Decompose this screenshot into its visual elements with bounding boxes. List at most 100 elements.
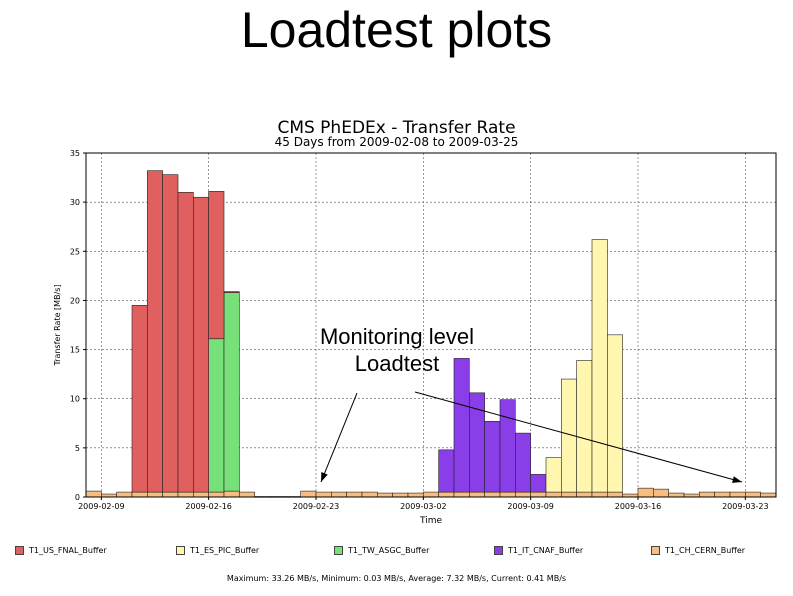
legend-item-t1-tw-asgc-buffer: T1_TW_ASGC_Buffer [334,546,429,555]
grid-lines [86,153,776,497]
annotation-line-1: Monitoring level [319,324,475,349]
bar-t1-us-fnal-buffer-day-6 [162,174,179,493]
bar-t1-us-fnal-buffer-day-7 [177,192,194,493]
legend-item-t1-us-fnal-buffer: T1_US_FNAL_Buffer [15,546,107,555]
y-tick-label: 25 [70,247,80,256]
annotation-arrows [320,391,743,483]
legend-label: T1_ES_PIC_Buffer [190,546,260,555]
bar-t1-ch-cern-buffer-day-43 [729,491,746,498]
x-axis-label: Time [419,516,442,526]
legend-swatch [651,546,660,555]
bar-t1-es-pic-buffer-day-35 [607,334,623,493]
chart-legend: T1_US_FNAL_Buffer T1_ES_PIC_Buffer T1_TW_A… [0,546,793,562]
bar-t1-ch-cern-buffer-day-30 [530,491,547,498]
x-tick-label: 2009-02-09 [78,502,125,511]
bar-t1-ch-cern-buffer-day-33 [576,491,593,498]
bar-t1-es-pic-buffer-day-34 [591,239,608,493]
legend-swatch [334,546,343,555]
plot-frame [85,152,777,498]
legend-swatch [15,546,24,555]
bar-t1-ch-cern-buffer-day-42 [714,491,731,498]
bar-t1-us-fnal-buffer-day-8 [193,196,209,493]
bar-t1-ch-cern-buffer-day-45 [760,492,777,498]
bar-t1-ch-cern-buffer-day-20 [377,492,393,498]
bar-t1-ch-cern-buffer-day-1 [85,490,102,498]
bar-t1-ch-cern-buffer-day-9 [208,491,225,498]
bar-t1-ch-cern-buffer-day-38 [653,488,669,498]
chart-stats: Maximum: 33.26 MB/s, Minimum: 0.03 MB/s,… [226,574,567,583]
bar-t1-ch-cern-buffer-day-27 [484,491,501,498]
bars [85,170,777,498]
bar-t1-us-fnal-buffer-day-9 [208,191,225,340]
bar-t1-ch-cern-buffer-day-26 [469,491,485,498]
legend-swatch [494,546,503,555]
bar-t1-ch-cern-buffer-day-7 [177,491,194,498]
bar-t1-it-cnaf-buffer-day-30 [530,474,547,493]
bar-t1-ch-cern-buffer-day-24 [438,491,455,498]
x-tick-label: 2009-02-23 [293,502,340,511]
bar-t1-ch-cern-buffer-day-25 [453,491,470,498]
x-tick-label: 2009-03-16 [615,502,662,511]
y-tick-label: 10 [70,395,80,404]
bar-t1-tw-asgc-buffer-day-9 [208,338,225,493]
arrow-left-head [321,472,328,482]
bar-t1-ch-cern-buffer-day-41 [699,491,715,498]
x-tick-label: 2009-03-02 [400,502,447,511]
x-tick-label: 2009-03-23 [722,502,769,511]
bar-t1-ch-cern-buffer-day-19 [361,491,378,498]
bar-t1-ch-cern-buffer-day-21 [392,492,409,498]
x-tick-label: 2009-03-09 [507,502,554,511]
bar-t1-it-cnaf-buffer-day-28 [499,399,516,493]
bar-t1-ch-cern-buffer-day-5 [147,491,163,498]
bar-t1-ch-cern-buffer-day-16 [315,491,332,498]
bar-t1-us-fnal-buffer-day-10 [223,291,240,293]
bar-t1-ch-cern-buffer-day-11 [239,491,255,498]
bar-t1-ch-cern-buffer-day-22 [407,492,424,498]
bar-t1-it-cnaf-buffer-day-25 [453,358,470,493]
bar-t1-ch-cern-buffer-day-3 [116,491,133,498]
bar-t1-ch-cern-buffer-day-15 [300,490,317,498]
bar-t1-ch-cern-buffer-day-39 [668,492,685,498]
bar-t1-ch-cern-buffer-day-32 [561,491,577,498]
chart-title: CMS PhEDEx - Transfer Rate [277,118,516,138]
y-tick-label: 35 [70,149,80,158]
bar-t1-us-fnal-buffer-day-4 [131,305,148,493]
y-axis-label: Transfer Rate [MB/s] [53,284,62,366]
annotation-line-2: Loadtest [354,351,440,376]
legend-label: T1_CH_CERN_Buffer [665,546,746,555]
legend-item-t1-it-cnaf-buffer: T1_IT_CNAF_Buffer [494,546,583,555]
legend-label: T1_US_FNAL_Buffer [29,546,107,555]
bar-t1-ch-cern-buffer-day-8 [193,491,209,498]
slide-title: Loadtest plots [240,2,553,58]
y-tick-label: 20 [70,296,80,305]
bar-t1-ch-cern-buffer-day-18 [346,491,363,498]
legend-item-t1-es-pic-buffer: T1_ES_PIC_Buffer [176,546,259,555]
bar-t1-ch-cern-buffer-day-6 [162,491,179,498]
bar-t1-ch-cern-buffer-day-10 [223,490,240,498]
legend-label: T1_TW_ASGC_Buffer [348,546,430,555]
arrow-left [320,392,358,483]
bar-t1-ch-cern-buffer-day-37 [637,487,654,498]
arrow-right-head [732,476,742,483]
bar-t1-ch-cern-buffer-day-31 [545,491,562,498]
y-tick-label: 5 [75,444,80,453]
axis-ticks: 0 5 10 15 20 25 30 35 2009-02-09 2009-02-16 2009-0… [70,149,769,511]
arrow-right [414,391,743,483]
bar-t1-ch-cern-buffer-day-34 [591,491,608,498]
bar-t1-us-fnal-buffer-day-5 [147,170,163,493]
bar-t1-it-cnaf-buffer-day-29 [515,432,531,493]
y-tick-label: 15 [70,346,80,355]
y-tick-label: 30 [70,198,80,207]
y-tick-label: 0 [75,493,80,502]
legend-label: T1_IT_CNAF_Buffer [508,546,584,555]
bar-t1-tw-asgc-buffer-day-10 [223,292,240,492]
bar-t1-it-cnaf-buffer-day-27 [484,421,501,493]
legend-item-t1-ch-cern-buffer: T1_CH_CERN_Buffer [651,546,745,555]
chart-subtitle: 45 Days from 2009-02-08 to 2009-03-25 [274,135,519,149]
bar-t1-it-cnaf-buffer-day-24 [438,449,455,493]
x-tick-label: 2009-02-16 [185,502,232,511]
bar-t1-ch-cern-buffer-day-35 [607,491,623,498]
bar-t1-ch-cern-buffer-day-17 [331,491,347,498]
bar-t1-ch-cern-buffer-day-28 [499,491,516,498]
legend-swatch [176,546,185,555]
